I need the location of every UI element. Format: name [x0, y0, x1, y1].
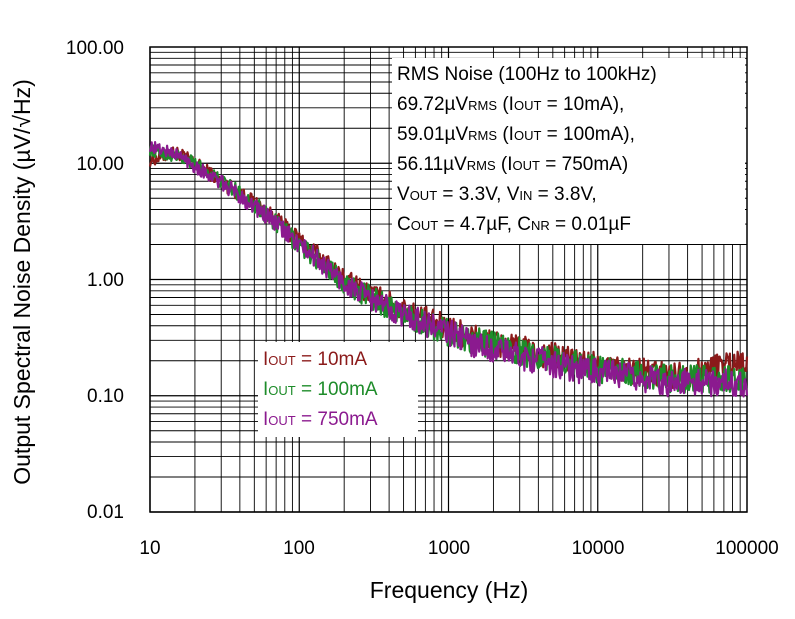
annotation-subscript: OUT [514, 98, 542, 113]
annotation-subscript: NR [531, 218, 550, 233]
annotation-text: = 0.01µF [550, 214, 631, 235]
x-axis-title: Frequency (Hz) [370, 577, 528, 603]
annotation-line: 56.11µVRMS (IOUT = 750mA) [397, 154, 628, 175]
annotation-subscript: OUT [513, 158, 541, 173]
annotation-text: = 4.7µF, C [438, 214, 531, 235]
annotation-subscript: OUT [411, 218, 439, 233]
annotation-value: 59.01µV [397, 124, 468, 145]
x-tick-label: 10000 [572, 538, 625, 559]
annotation-text: (I [496, 154, 513, 175]
legend-subscript: OUT [268, 383, 296, 398]
annotation-value: 69.72µV [397, 94, 468, 115]
rms-noise-annotation: RMS Noise (100Hz to 100kHz) 69.72µVRMS (… [392, 58, 745, 244]
annotation-background [392, 58, 745, 244]
annotation-subscript: OUT [514, 128, 542, 143]
legend-label: I [263, 409, 268, 430]
y-tick-label: 0.01 [87, 502, 124, 523]
annotation-subscript: IN [519, 188, 532, 203]
legend-label: I [263, 379, 268, 400]
series-layer [148, 141, 749, 398]
x-tick-label: 10 [139, 538, 160, 559]
annotation-line: VOUT = 3.3V, VIN = 3.8V, [397, 184, 597, 205]
legend-label: I [263, 349, 268, 370]
annotation-text: = 10mA), [541, 94, 624, 115]
legend-entry-10ma: IOUT = 10mA [263, 349, 367, 370]
annotation-text: C [397, 214, 411, 235]
annotation-subscript: RMS [468, 98, 497, 113]
x-tick-label: 100000 [715, 538, 778, 559]
legend-subscript: OUT [268, 353, 296, 368]
annotation-line: 59.01µVRMS (IOUT = 100mA), [397, 124, 635, 145]
annotation-value: 56.11µV [397, 154, 467, 175]
legend-value: = 100mA [296, 379, 378, 400]
annotation-text: V [397, 184, 410, 205]
annotation-text: = 750mA) [540, 154, 628, 175]
annotation-subscript: OUT [410, 188, 438, 203]
legend-background [258, 342, 418, 437]
y-tick-label: 100.00 [66, 38, 124, 59]
legend-entry-100ma: IOUT = 100mA [263, 379, 378, 400]
legend-entry-750ma: IOUT = 750mA [263, 409, 378, 430]
annotation-line: COUT = 4.7µF, CNR = 0.01µF [397, 214, 631, 235]
x-tick-labels: 10 100 1000 10000 100000 [139, 538, 778, 559]
y-tick-label: 1.00 [87, 270, 124, 291]
y-tick-label: 0.10 [87, 386, 124, 407]
legend-value: = 10mA [296, 349, 368, 370]
y-axis-title: Output Spectral Noise Density (µV/√Hz) [9, 79, 35, 485]
annotation-line: RMS Noise (100Hz to 100kHz) [397, 64, 657, 85]
annotation-text: = 3.8V, [532, 184, 596, 205]
plot-frame [149, 46, 748, 513]
x-tick-label: 100 [283, 538, 315, 559]
annotation-text: = 100mA), [541, 124, 634, 145]
annotation-text: (I [497, 94, 514, 115]
annotation-text: = 3.3V, V [437, 184, 520, 205]
annotation-text: (I [497, 124, 514, 145]
legend: IOUT = 10mA IOUT = 100mA IOUT = 750mA [258, 342, 418, 437]
annotation-line: 69.72µVRMS (IOUT = 10mA), [397, 94, 624, 115]
x-tick-label: 1000 [428, 538, 470, 559]
legend-value: = 750mA [296, 409, 378, 430]
annotation-subscript: RMS [468, 128, 497, 143]
annotation-subscript: RMS [467, 158, 496, 173]
y-tick-labels: 100.00 10.00 1.00 0.10 0.01 [66, 38, 124, 523]
series-line-750ma [148, 141, 749, 398]
y-tick-label: 10.00 [76, 154, 124, 175]
legend-subscript: OUT [268, 413, 296, 428]
